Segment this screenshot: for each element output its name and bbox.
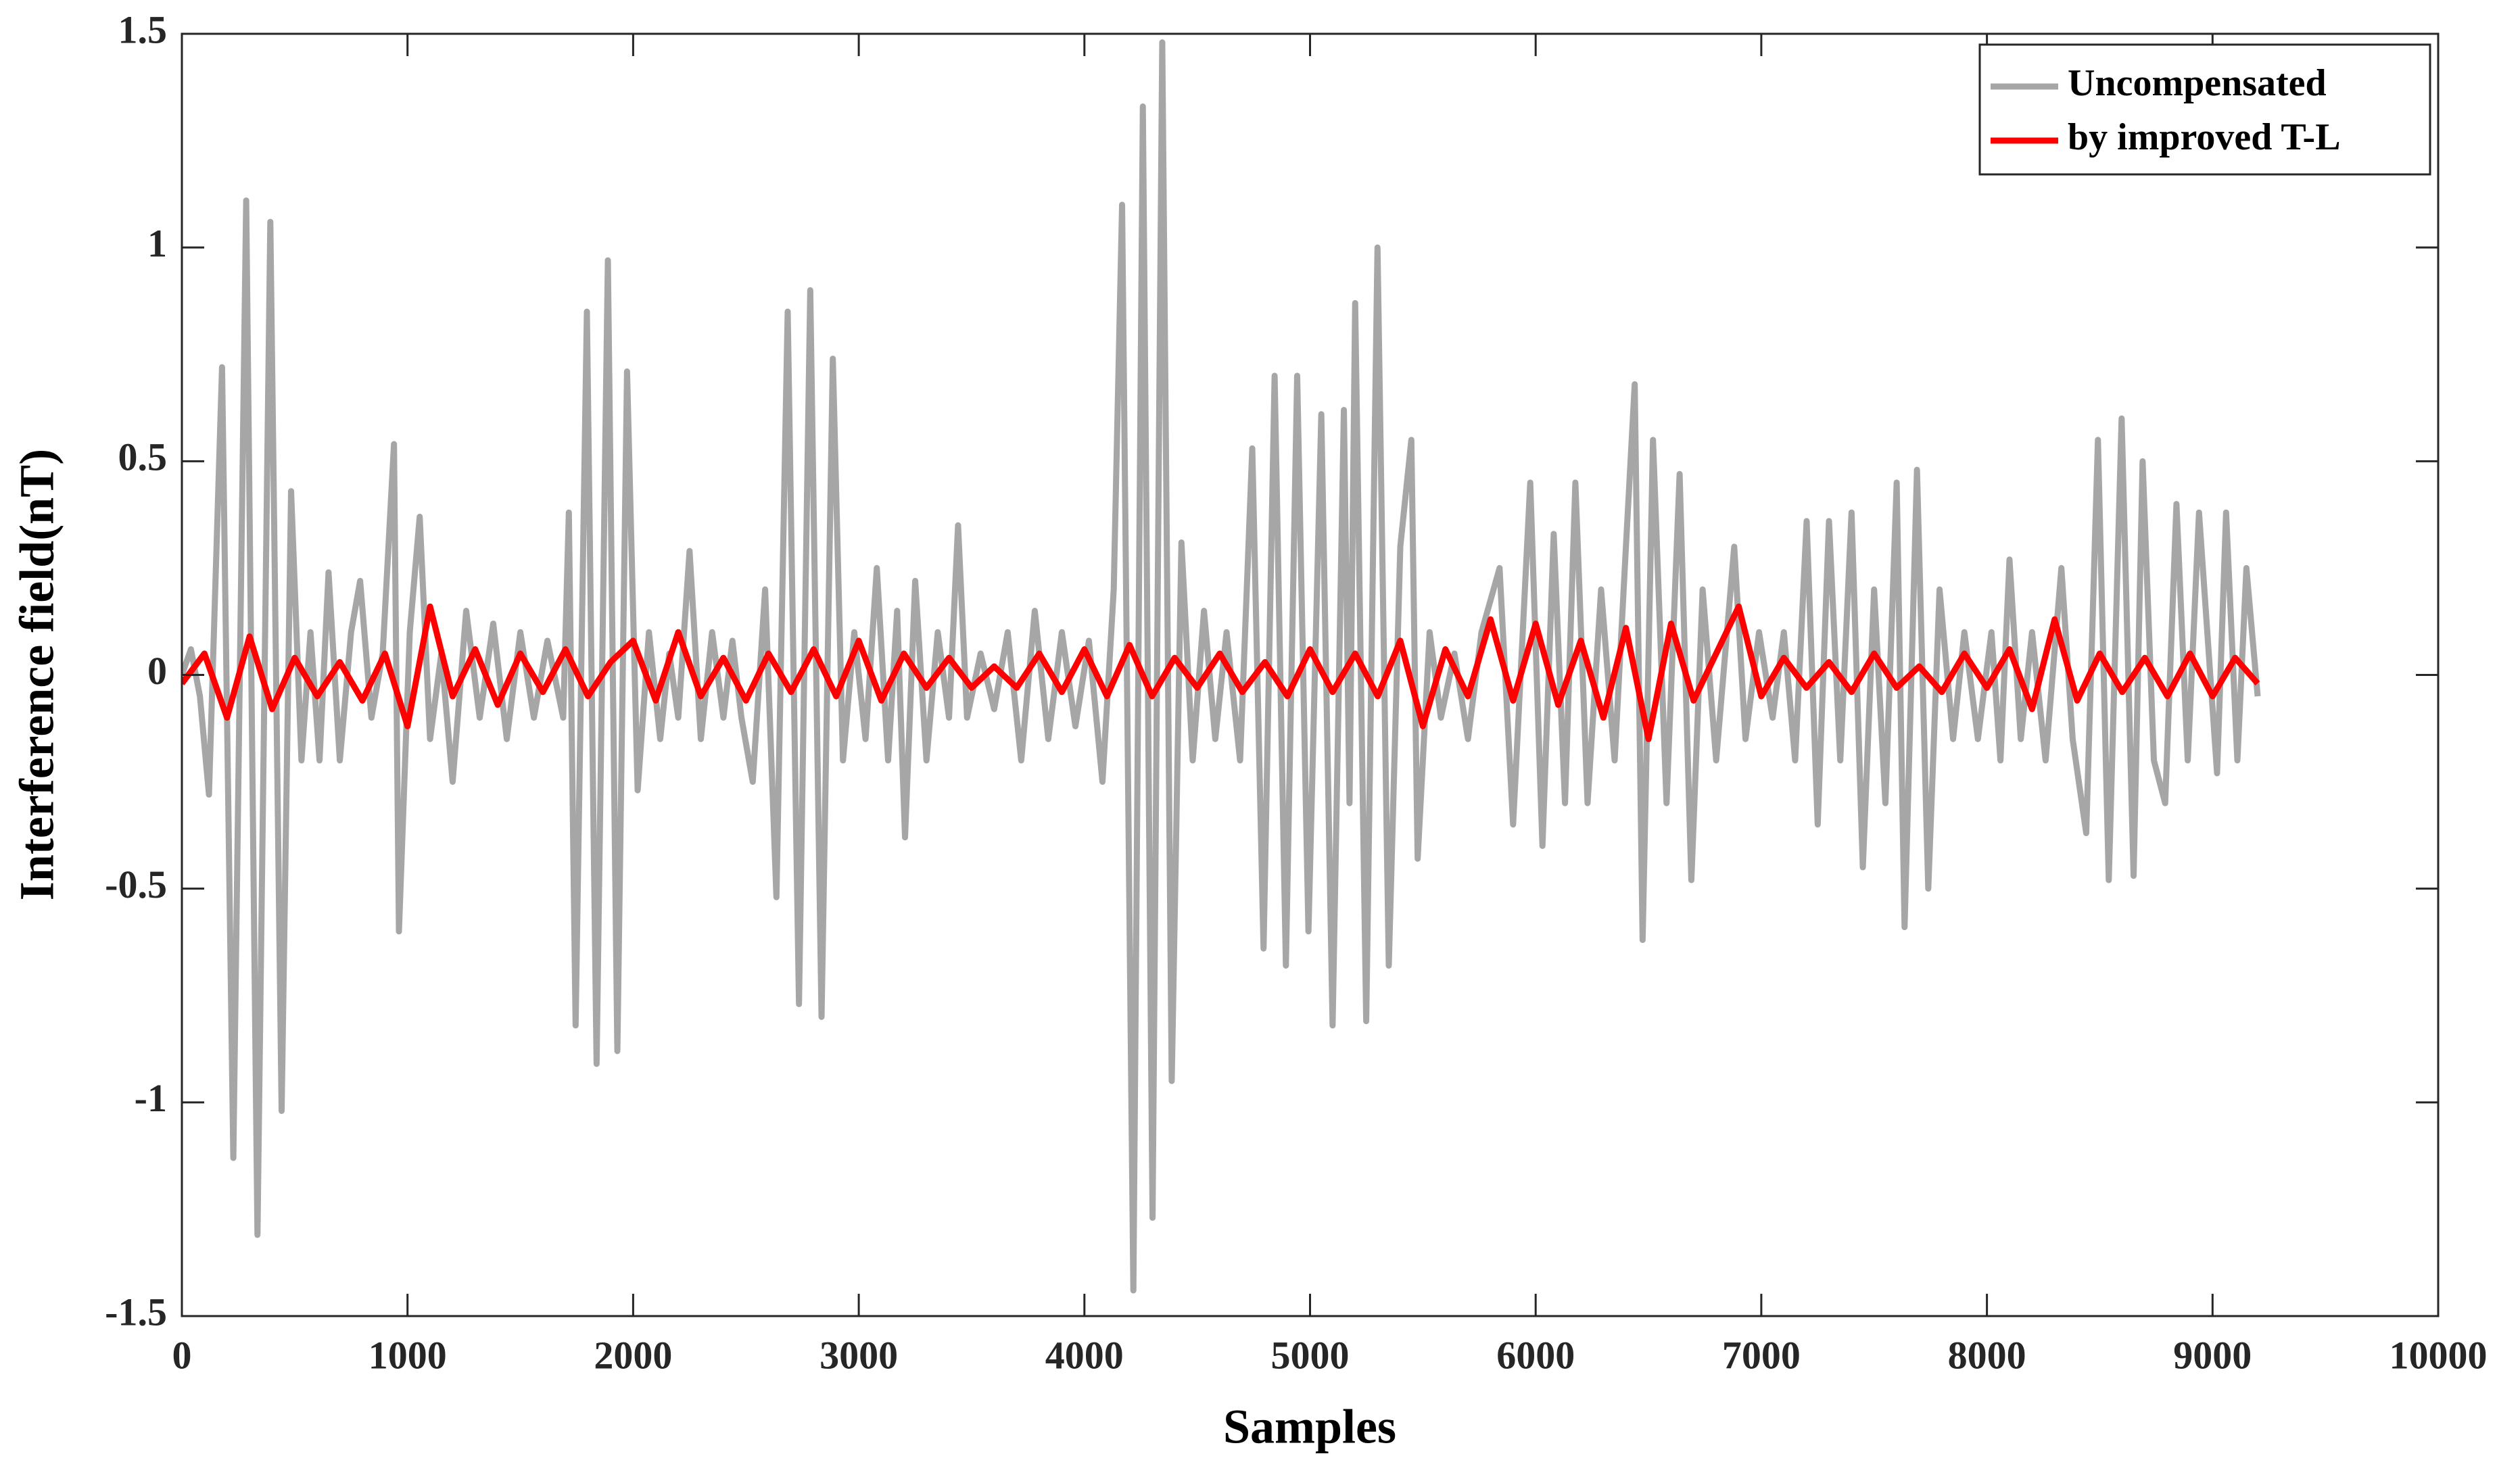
legend-label: by improved T-L [2068, 116, 2341, 158]
legend-label: Uncompensated [2068, 62, 2327, 104]
series-line [182, 39, 2261, 1294]
x-tick-label: 8000 [1948, 1333, 2026, 1377]
legend-box [1978, 43, 2431, 176]
axes-box [181, 32, 2440, 1317]
y-tick-label: -1 [135, 1076, 167, 1120]
x-tick-label: 0 [172, 1333, 192, 1377]
y-tick-label: 1 [147, 221, 167, 265]
x-tick-label: 10000 [2390, 1333, 2488, 1377]
x-tick-label: 9000 [2173, 1333, 2252, 1377]
y-tick-label: 1.5 [118, 7, 168, 51]
x-tick-label: 4000 [1045, 1333, 1124, 1377]
y-axis-label: Interference field(nT) [10, 449, 64, 900]
y-tick-label: 0.5 [118, 435, 168, 479]
x-tick-label: 7000 [1722, 1333, 1801, 1377]
x-axis-label: Samples [1223, 1400, 1396, 1454]
x-tick-label: 3000 [819, 1333, 898, 1377]
y-tick-label: -0.5 [105, 863, 167, 906]
x-tick-label: 2000 [594, 1333, 672, 1377]
x-tick-label: 1000 [369, 1333, 447, 1377]
y-tick-label: 0 [147, 649, 167, 693]
x-tick-label: 6000 [1496, 1333, 1575, 1377]
y-tick-label: -1.5 [105, 1290, 167, 1334]
x-tick-label: 5000 [1271, 1333, 1350, 1377]
series-line [182, 603, 2260, 742]
